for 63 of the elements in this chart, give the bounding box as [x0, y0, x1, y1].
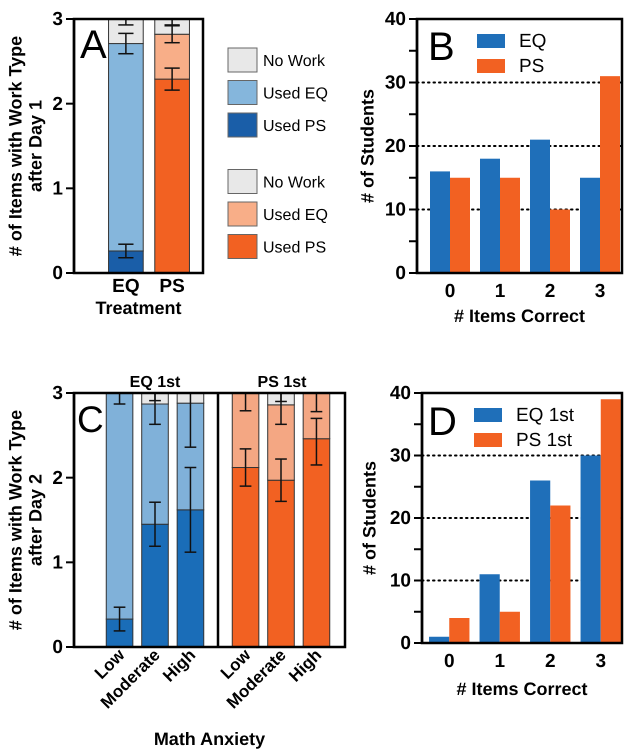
bar	[480, 158, 500, 273]
y-tick-label: 10	[384, 200, 406, 221]
x-axis-title: Math Anxiety	[154, 729, 266, 749]
bar	[530, 140, 550, 273]
y-tick-label: 10	[390, 570, 411, 592]
legend-label: Used PS	[263, 240, 326, 256]
y-tick-label: 2	[52, 468, 63, 489]
x-tick-label: PS	[159, 276, 185, 297]
legend-label: No Work	[263, 174, 326, 192]
bar	[449, 618, 470, 643]
y-axis-title: # of Students	[360, 460, 380, 576]
x-axis-title: Treatment	[95, 298, 182, 318]
x-tick-label: 3	[594, 281, 606, 302]
bar	[550, 210, 570, 273]
y-axis-title: # of Items with Work Type after Day 2	[6, 410, 46, 630]
y-tick-label: 30	[390, 446, 411, 467]
annotation: A	[80, 23, 107, 67]
x-tick-label: 2	[544, 281, 556, 302]
x-tick-label: 3	[595, 651, 606, 672]
y-tick-label: 1	[52, 178, 64, 200]
legend-label: Used PS	[263, 118, 326, 135]
annotation: C	[77, 399, 104, 440]
bar	[430, 171, 450, 273]
legend-label: EQ 1st	[516, 405, 575, 426]
bar	[530, 480, 550, 643]
bar	[600, 399, 621, 643]
y-tick-label: 3	[52, 9, 63, 30]
x-axis-title: # Items Correct	[456, 679, 588, 699]
y-tick-label: 20	[390, 508, 411, 530]
bar	[500, 178, 520, 273]
text: PS 1st	[258, 374, 308, 391]
y-tick-label: 30	[384, 72, 406, 94]
legend-label: EQ	[519, 31, 546, 52]
y-tick-label: 20	[384, 136, 406, 158]
bar	[480, 574, 500, 643]
y-axis-title: # of Items with Work Type after Day 1	[6, 36, 46, 256]
x-tick-label: 0	[444, 281, 456, 302]
bar	[500, 612, 520, 643]
y-axis-title: # of Students	[358, 88, 378, 204]
legend-label: Used EQ	[263, 86, 328, 102]
x-tick-label: 0	[444, 651, 455, 672]
bar	[550, 506, 570, 643]
annotation: B	[428, 25, 455, 69]
x-tick-label: 2	[544, 651, 556, 672]
y-tick-label: 1	[52, 552, 64, 574]
legend-label: PS 1st	[516, 430, 573, 451]
bar	[580, 456, 601, 643]
y-tick-label: 40	[384, 9, 406, 30]
legend-label: No Work	[263, 53, 326, 70]
bar	[600, 76, 620, 273]
legend-label: Used EQ	[263, 207, 328, 224]
y-tick-label: 2	[52, 94, 63, 115]
x-axis-title: # Items Correct	[454, 306, 586, 326]
x-tick-label: EQ	[112, 276, 140, 297]
y-tick-label: 3	[52, 383, 63, 404]
annotation: D	[428, 400, 457, 444]
bar	[580, 178, 600, 273]
text: EQ 1st	[130, 374, 182, 391]
x-tick-label: 1	[494, 281, 506, 302]
y-tick-label: 40	[390, 383, 411, 404]
bar	[450, 178, 470, 273]
x-tick-label: 1	[494, 651, 506, 672]
legend-label: PS	[519, 56, 544, 77]
